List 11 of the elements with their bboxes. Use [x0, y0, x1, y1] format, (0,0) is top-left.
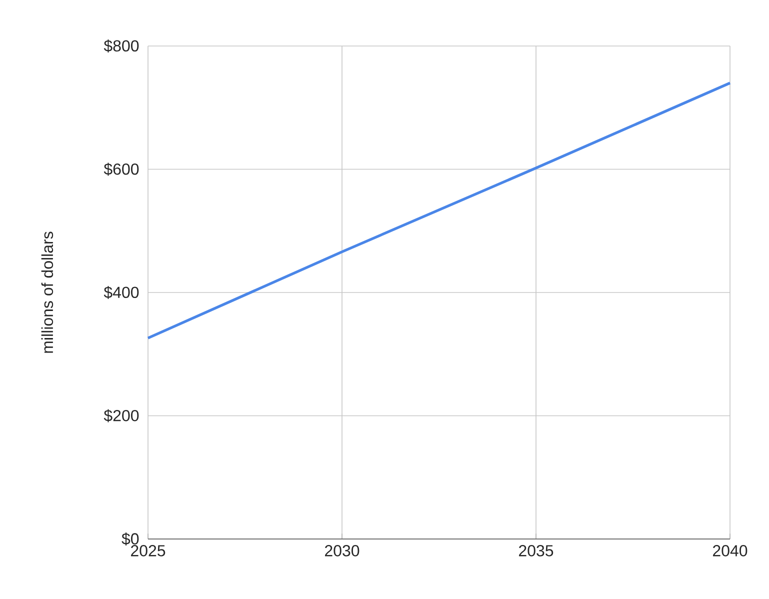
x-tick-label: 2030: [325, 545, 360, 556]
x-tick-label: 2035: [518, 545, 554, 556]
y-tick-label: $800: [104, 40, 139, 52]
x-tick-label: 2040: [712, 545, 748, 556]
y-axis-title: millions of dollars: [41, 232, 54, 353]
line-series: [146, 82, 732, 340]
y-tick-label: $0: [122, 532, 139, 546]
y-tick-label: $600: [104, 162, 139, 176]
y-tick-label: $400: [104, 286, 139, 299]
y-tick-label: $200: [104, 409, 139, 422]
x-tick-label: 2025: [131, 545, 166, 556]
